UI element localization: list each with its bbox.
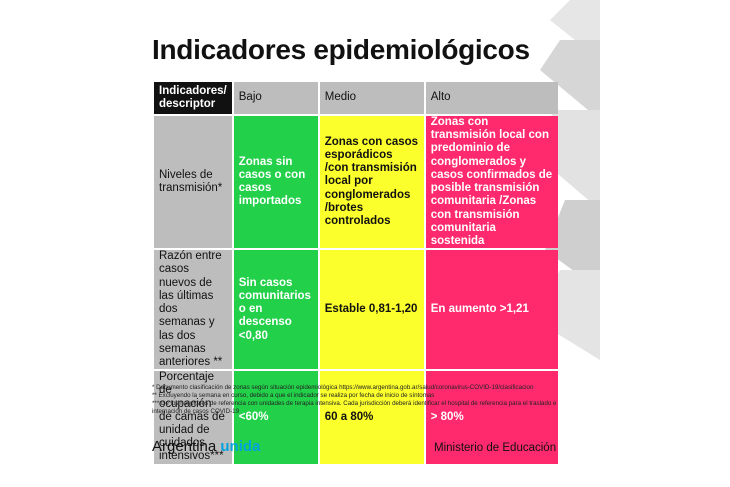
footnote: internación de casos COVID-19 [152, 408, 240, 416]
table-header-row: Indicadores/descriptor Bajo Medio Alto [154, 82, 558, 114]
header-bajo: Bajo [233, 82, 318, 114]
footnote: *** De los hospitales de referencia con … [152, 400, 557, 408]
cell-bajo-icu: <60% [233, 371, 318, 464]
ministry-label: Ministerio de Educación [434, 442, 557, 454]
footnote: ** Excluyendo la semana en curso, debido… [152, 392, 435, 400]
indicators-table: Indicadores/descriptor Bajo Medio Alto N… [152, 80, 560, 466]
table-row: Niveles de transmisión* Zonas sin casos … [154, 116, 558, 249]
cell-alto-ratio: En aumento >1,21 [425, 250, 558, 370]
cell-medio-icu: 60 a 80% [319, 371, 424, 464]
brand-accent: unida [220, 438, 261, 455]
header-medio: Medio [319, 82, 424, 114]
row-label-icu: Porcentaje de ocupación de camas de unid… [154, 371, 232, 464]
header-indicators: Indicadores/descriptor [154, 82, 232, 114]
brand-word: Argentina [152, 438, 217, 455]
page-title: Indicadores epidemiológicos [152, 34, 530, 65]
cell-bajo-ratio: Sin casos comunitarios o en descenso <0,… [233, 250, 318, 370]
header-alto: Alto [425, 82, 558, 114]
header-indicators-label: Indicadores/descriptor [159, 84, 227, 110]
table-row: Porcentaje de ocupación de camas de unid… [154, 371, 558, 464]
cell-medio-transmission: Zonas con casos esporádicos /con transmi… [319, 116, 424, 249]
cell-bajo-transmission: Zonas sin casos o con casos importados [233, 116, 318, 249]
row-label-ratio: Razón entre casos nuevos de las últimas … [154, 250, 232, 370]
cell-alto-transmission: Zonas con transmisión local con predomin… [425, 116, 558, 249]
cell-alto-icu: > 80% [425, 371, 558, 464]
footnotes: * Documento clasificación de zonas según… [152, 384, 572, 416]
table-row: Razón entre casos nuevos de las últimas … [154, 250, 558, 370]
cell-medio-ratio: Estable 0,81-1,20 [319, 250, 424, 370]
footnote: * Documento clasificación de zonas según… [152, 384, 534, 391]
infographic-card: Indicadores epidemiológicos Indicadores/… [130, 0, 600, 487]
argentina-unida-logo: Argentina unida [152, 438, 260, 455]
row-label-transmission: Niveles de transmisión* [154, 116, 232, 249]
